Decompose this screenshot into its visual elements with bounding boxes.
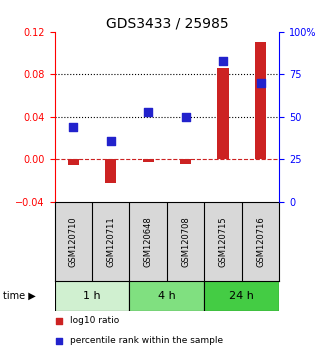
- Text: time ▶: time ▶: [3, 291, 36, 301]
- Bar: [204, 281, 279, 311]
- Bar: [217, 68, 229, 159]
- Title: GDS3433 / 25985: GDS3433 / 25985: [106, 17, 228, 31]
- Text: percentile rank within the sample: percentile rank within the sample: [70, 336, 223, 345]
- Text: log10 ratio: log10 ratio: [70, 316, 119, 325]
- Bar: [180, 159, 191, 164]
- Point: [56, 318, 62, 324]
- Point: [183, 114, 188, 120]
- Text: GSM120715: GSM120715: [219, 216, 228, 267]
- Text: GSM120648: GSM120648: [144, 216, 153, 267]
- Bar: [105, 159, 116, 183]
- Point: [146, 109, 151, 115]
- Text: 1 h: 1 h: [83, 291, 101, 301]
- Bar: [55, 281, 129, 311]
- Text: 4 h: 4 h: [158, 291, 176, 301]
- Point: [71, 124, 76, 130]
- Point: [108, 138, 113, 143]
- Text: GSM120711: GSM120711: [106, 216, 115, 267]
- Point: [221, 58, 226, 64]
- Bar: [255, 42, 266, 159]
- Text: GSM120710: GSM120710: [69, 216, 78, 267]
- Text: 24 h: 24 h: [230, 291, 254, 301]
- Bar: [129, 281, 204, 311]
- Bar: [143, 159, 154, 162]
- Bar: [68, 159, 79, 165]
- Text: GSM120716: GSM120716: [256, 216, 265, 267]
- Text: GSM120708: GSM120708: [181, 216, 190, 267]
- Point: [56, 338, 62, 343]
- Point: [258, 80, 263, 86]
